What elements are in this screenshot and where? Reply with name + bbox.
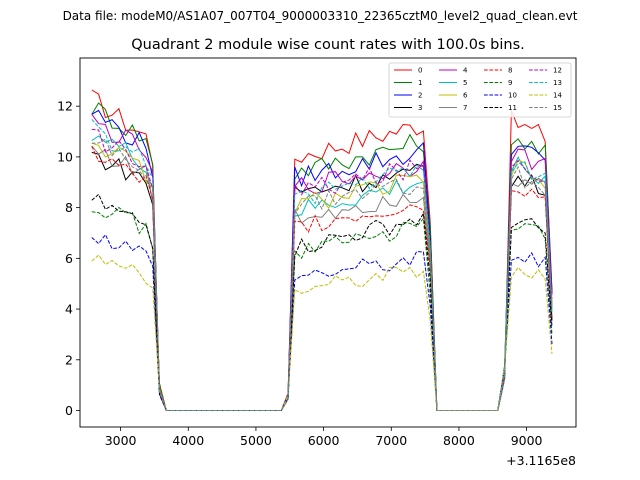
legend-label-5: 5 bbox=[463, 79, 467, 87]
suptitle: Data file: modeM0/AS1A07_007T04_90000033… bbox=[63, 9, 578, 23]
y-tick-label: 8 bbox=[65, 200, 73, 215]
legend-label-14: 14 bbox=[553, 92, 562, 100]
x-axis-offset-label: +3.1165e8 bbox=[506, 453, 576, 468]
series-layer bbox=[91, 89, 553, 411]
y-tick-label: 0 bbox=[65, 403, 73, 418]
legend-label-1: 1 bbox=[418, 79, 422, 87]
x-tick-label: 9000 bbox=[511, 433, 543, 448]
y-tick-label: 6 bbox=[65, 251, 73, 266]
y-tick-label: 2 bbox=[65, 352, 73, 367]
legend-label-7: 7 bbox=[463, 104, 467, 112]
chart-title: Quadrant 2 module wise count rates with … bbox=[131, 37, 525, 53]
legend-label-15: 15 bbox=[553, 104, 562, 112]
x-tick-label: 7000 bbox=[375, 433, 407, 448]
legend-label-10: 10 bbox=[508, 92, 517, 100]
plot-area bbox=[80, 58, 576, 427]
x-tick-label: 5000 bbox=[240, 433, 272, 448]
legend-label-4: 4 bbox=[463, 67, 468, 75]
y-tick-label: 10 bbox=[57, 149, 73, 164]
x-tick-label: 4000 bbox=[172, 433, 204, 448]
legend-label-3: 3 bbox=[418, 104, 422, 112]
legend-label-9: 9 bbox=[508, 79, 512, 87]
series-line-13 bbox=[91, 119, 553, 411]
legend-label-11: 11 bbox=[508, 104, 517, 112]
series-line-15 bbox=[91, 138, 553, 411]
legend-label-6: 6 bbox=[463, 92, 468, 100]
y-tick-label: 4 bbox=[65, 302, 73, 317]
y-axis: 0 2 4 6 8 10 12 bbox=[57, 99, 80, 418]
legend-label-2: 2 bbox=[418, 92, 422, 100]
legend-label-8: 8 bbox=[508, 67, 512, 75]
x-tick-label: 6000 bbox=[308, 433, 340, 448]
plot-frame bbox=[79, 57, 577, 428]
legend-frame bbox=[388, 62, 572, 118]
legend-label-13: 13 bbox=[553, 79, 562, 87]
x-axis: 3000 4000 5000 6000 7000 8000 9000 bbox=[105, 427, 543, 448]
x-tick-label: 3000 bbox=[105, 433, 137, 448]
x-tick-label: 8000 bbox=[443, 433, 475, 448]
legend-label-12: 12 bbox=[553, 67, 562, 75]
legend-label-0: 0 bbox=[418, 67, 422, 75]
y-tick-label: 12 bbox=[57, 99, 73, 114]
